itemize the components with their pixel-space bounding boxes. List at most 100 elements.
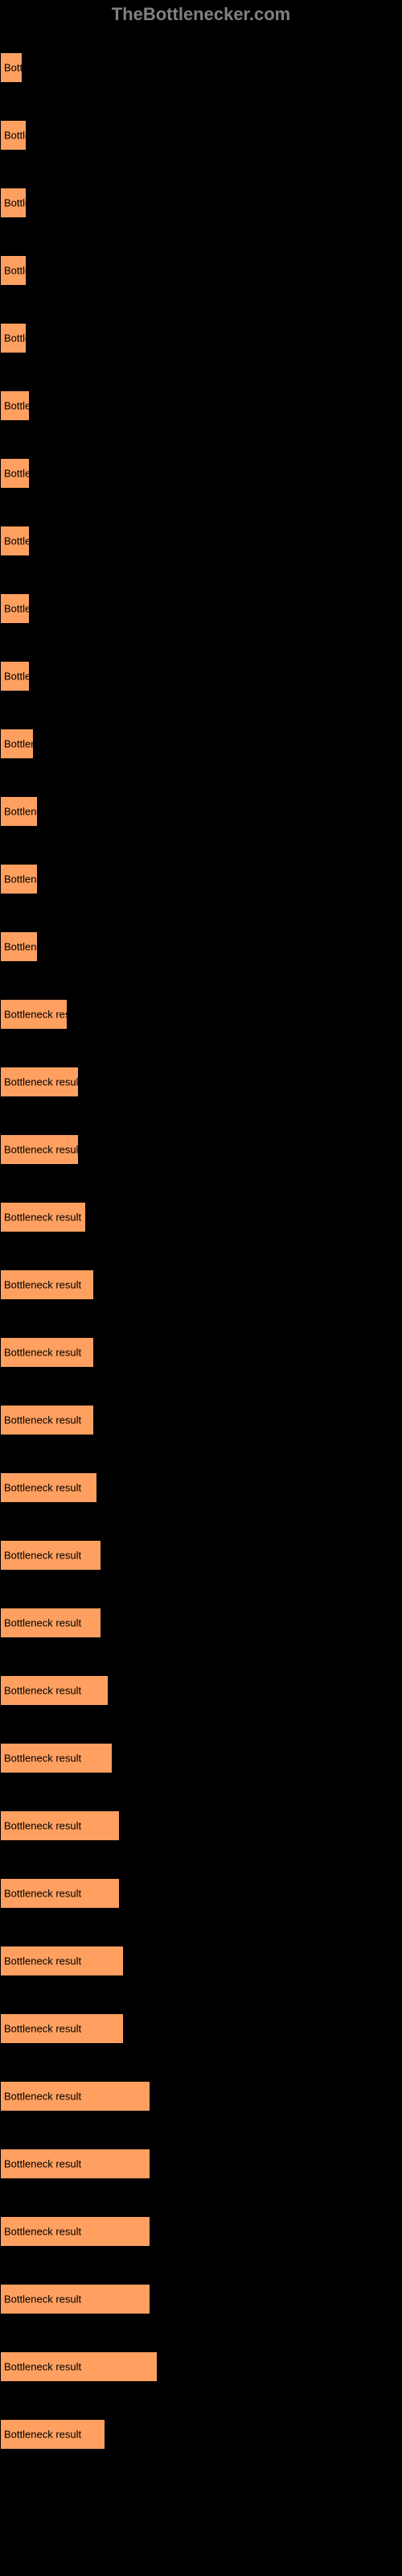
- bottleneck-chart: Bottleneck result6Bottleneck result7Bott…: [0, 33, 402, 2483]
- bar-row: Bottleneck result9: [0, 709, 402, 777]
- bar-text: Bottleneck result: [4, 1685, 81, 1697]
- bar-value: 25: [93, 1279, 105, 1291]
- bottleneck-bar: Bottleneck result21: [0, 1134, 79, 1165]
- bottleneck-bar: Bottleneck result10: [0, 864, 38, 894]
- bottleneck-bar: Bottleneck result8: [0, 661, 30, 691]
- bar-row: Bottleneck result33: [0, 1994, 402, 2062]
- bar-row: Bottleneck result8: [0, 439, 402, 506]
- bar-value: 8: [29, 671, 35, 683]
- bottleneck-bar: Bottleneck result28: [0, 2419, 105, 2450]
- bottleneck-bar: Bottleneck result25: [0, 1269, 94, 1300]
- bar-value: 6: [22, 62, 27, 74]
- bottleneck-bar: Bottleneck result25: [0, 1405, 94, 1435]
- bar-value: 8: [29, 535, 35, 547]
- bar-value: 7: [26, 332, 31, 345]
- bar-value: 10: [37, 941, 48, 953]
- bar-text: Bottleneck result: [4, 2293, 81, 2306]
- bar-text: Bottleneck result: [4, 2158, 81, 2170]
- bar-row: Bottleneck result6: [0, 33, 402, 101]
- bar-row: Bottleneck result8: [0, 574, 402, 642]
- bar-row: Bottleneck result 25: [0, 1250, 402, 1318]
- bar-value: 40: [150, 2226, 161, 2238]
- bar-value: 10: [37, 873, 48, 886]
- bottleneck-bar: Bottleneck result23: [0, 1202, 86, 1232]
- bottleneck-bar: Bottleneck result10: [0, 931, 38, 962]
- bar-value: 32: [119, 1888, 130, 1900]
- bar-value: 40: [150, 2091, 161, 2103]
- bar-value: 33: [123, 1955, 134, 1967]
- bar-value: 21: [78, 1144, 89, 1156]
- bar-text: Bottleneck result: [4, 265, 81, 277]
- bottleneck-bar: Bottleneck result40: [0, 2216, 150, 2247]
- bar-text: Bottleneck result: [4, 332, 81, 345]
- bottleneck-bar: Bottleneck result32: [0, 1810, 120, 1841]
- brand-text: TheBottlenecker.com: [112, 4, 291, 24]
- bottleneck-bar: Bottleneck result30: [0, 1743, 113, 1773]
- bar-text: Bottleneck result: [4, 1144, 81, 1156]
- bar-value: 8: [29, 468, 35, 480]
- bar-row: Bottleneck result7: [0, 101, 402, 168]
- bar-row: Bottleneck result28: [0, 2400, 402, 2467]
- bar-text: Bottleneck result: [4, 2361, 81, 2373]
- bar-text: Bottleneck result: [4, 671, 81, 683]
- bar-row: Bottleneck result21: [0, 1047, 402, 1115]
- bar-row: Bottleneck result33: [0, 1926, 402, 1994]
- bottleneck-bar: Bottleneck result21: [0, 1067, 79, 1097]
- bar-text: Bottleneck result: [4, 62, 81, 74]
- bottleneck-bar: Bottleneck result8: [0, 526, 30, 556]
- bar-row: Bottleneck result7: [0, 236, 402, 303]
- bar-value: 25: [93, 1414, 105, 1426]
- bar-text: Bottleneck result: [4, 1820, 81, 1832]
- bottleneck-bar: Bottleneck result10: [0, 796, 38, 827]
- bottleneck-bar: Bottleneck result8: [0, 593, 30, 624]
- bar-value: 40: [150, 2293, 161, 2306]
- bar-text: Bottleneck result: [4, 603, 81, 615]
- bar-value: 8: [29, 603, 35, 615]
- bar-text: Bottleneck result: [4, 468, 81, 480]
- bottleneck-bar: Bottleneck result8: [0, 390, 30, 421]
- bar-row: Bottleneck result21: [0, 1115, 402, 1183]
- bottleneck-bar: Bottleneck result25: [0, 1337, 94, 1368]
- bar-value: 40: [150, 2158, 161, 2170]
- bar-value: 42: [157, 2361, 168, 2373]
- bottleneck-bar: Bottleneck result33: [0, 2013, 124, 2044]
- bar-text: Bottleneck result: [4, 1617, 81, 1629]
- bar-text: Bottleneck result: [4, 1752, 81, 1765]
- bar-row: Bottleneck result10: [0, 844, 402, 912]
- bar-text: Bottleneck result: [4, 1279, 81, 1291]
- bottleneck-bar: Bottleneck result40: [0, 2149, 150, 2179]
- bar-row: Bottleneck result 32: [0, 1791, 402, 1859]
- bar-row: Bottleneck result8: [0, 506, 402, 574]
- bottleneck-bar: Bottleneck result18: [0, 999, 68, 1030]
- bottleneck-bar: Bottleneck result26: [0, 1472, 97, 1503]
- bar-value: 32: [119, 1820, 130, 1832]
- bar-row: Bottleneck result26: [0, 1453, 402, 1521]
- bar-text: Bottleneck result: [4, 2023, 81, 2035]
- bar-row: Bottleneck result 23: [0, 1183, 402, 1250]
- bar-text: Bottleneck result: [4, 197, 81, 209]
- bar-row: Bottleneck result27: [0, 1588, 402, 1656]
- bar-value: 28: [105, 2429, 116, 2441]
- bar-row: Bottleneck result32: [0, 1859, 402, 1926]
- bar-text: Bottleneck result: [4, 1414, 81, 1426]
- bar-value: 29: [108, 1685, 119, 1697]
- bottleneck-bar: Bottleneck result7: [0, 120, 27, 151]
- bottleneck-bar: Bottleneck result40: [0, 2284, 150, 2314]
- bar-value: 23: [85, 1212, 96, 1224]
- bottleneck-bar: Bottleneck result9: [0, 729, 34, 759]
- bar-row: Bottleneck result 40: [0, 2264, 402, 2332]
- bottleneck-bar: Bottleneck result8: [0, 458, 30, 489]
- bar-row: Bottleneck result27: [0, 1521, 402, 1588]
- bar-value: 7: [26, 197, 31, 209]
- bottleneck-bar: Bottleneck result29: [0, 1675, 109, 1706]
- bar-value: 27: [100, 1550, 112, 1562]
- bottleneck-bar: Bottleneck result32: [0, 1878, 120, 1909]
- bottleneck-bar: Bottleneck result42: [0, 2351, 158, 2382]
- bar-row: Bottleneck result8: [0, 371, 402, 439]
- bar-text: Bottleneck result: [4, 1212, 81, 1224]
- bar-value: 7: [26, 130, 31, 142]
- bar-text: Bottleneck result: [4, 400, 81, 412]
- bar-value: 21: [78, 1076, 89, 1088]
- bar-row: Bottleneck result25: [0, 1318, 402, 1385]
- bottleneck-bar: Bottleneck result7: [0, 255, 27, 286]
